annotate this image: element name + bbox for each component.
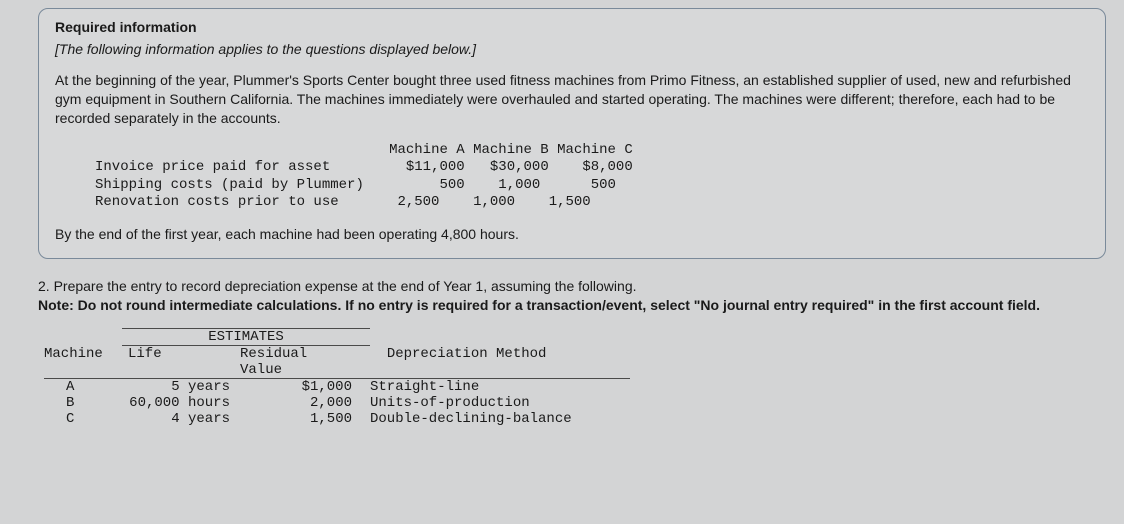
cell-method: Straight-line <box>370 379 630 395</box>
cost-table: Machine A Machine B Machine C Invoice pr… <box>95 142 1089 212</box>
cost-row: Shipping costs (paid by Plummer) 500 1,0… <box>95 177 616 193</box>
cost-header-row: Machine A Machine B Machine C <box>95 142 633 158</box>
cell-method: Double-declining-balance <box>370 411 630 427</box>
estimates-row: A 5 years $1,000 Straight-line <box>44 379 1106 395</box>
cell-machine: A <box>44 379 122 395</box>
end-line: By the end of the first year, each machi… <box>55 226 1089 242</box>
cell-life: 5 years <box>122 379 240 395</box>
estimates-group-header: ESTIMATES <box>122 328 370 346</box>
required-title: Required information <box>55 19 1089 35</box>
cost-row: Renovation costs prior to use 2,500 1,00… <box>95 194 591 210</box>
col-header-residual: Residual Value <box>240 346 370 379</box>
estimates-row: B 60,000 hours 2,000 Units-of-production <box>44 395 1106 411</box>
cell-method: Units-of-production <box>370 395 630 411</box>
cost-row: Invoice price paid for asset $11,000 $30… <box>95 159 633 175</box>
estimates-table: ESTIMATES Machine Life Residual Value De… <box>44 328 1106 427</box>
q2-lead: 2. Prepare the entry to record depreciat… <box>38 278 637 294</box>
cell-residual: 2,000 <box>240 395 370 411</box>
estimates-row: C 4 years 1,500 Double-declining-balance <box>44 411 1106 427</box>
cell-residual: 1,500 <box>240 411 370 427</box>
col-header-machine: Machine <box>44 346 122 379</box>
cell-life: 60,000 hours <box>122 395 240 411</box>
required-paragraph: At the beginning of the year, Plummer's … <box>55 71 1089 128</box>
cell-residual: $1,000 <box>240 379 370 395</box>
col-header-method: Depreciation Method <box>370 346 630 379</box>
page-root: Required information [The following info… <box>0 0 1124 437</box>
estimates-header-row: Machine Life Residual Value Depreciation… <box>44 346 1106 379</box>
required-info-box: Required information [The following info… <box>38 8 1106 259</box>
question-2: 2. Prepare the entry to record depreciat… <box>38 277 1106 315</box>
col-header-life: Life <box>122 346 240 379</box>
required-note: [The following information applies to th… <box>55 41 1089 57</box>
cell-life: 4 years <box>122 411 240 427</box>
cell-machine: C <box>44 411 122 427</box>
q2-note: Note: Do not round intermediate calculat… <box>38 297 1040 313</box>
cell-machine: B <box>44 395 122 411</box>
